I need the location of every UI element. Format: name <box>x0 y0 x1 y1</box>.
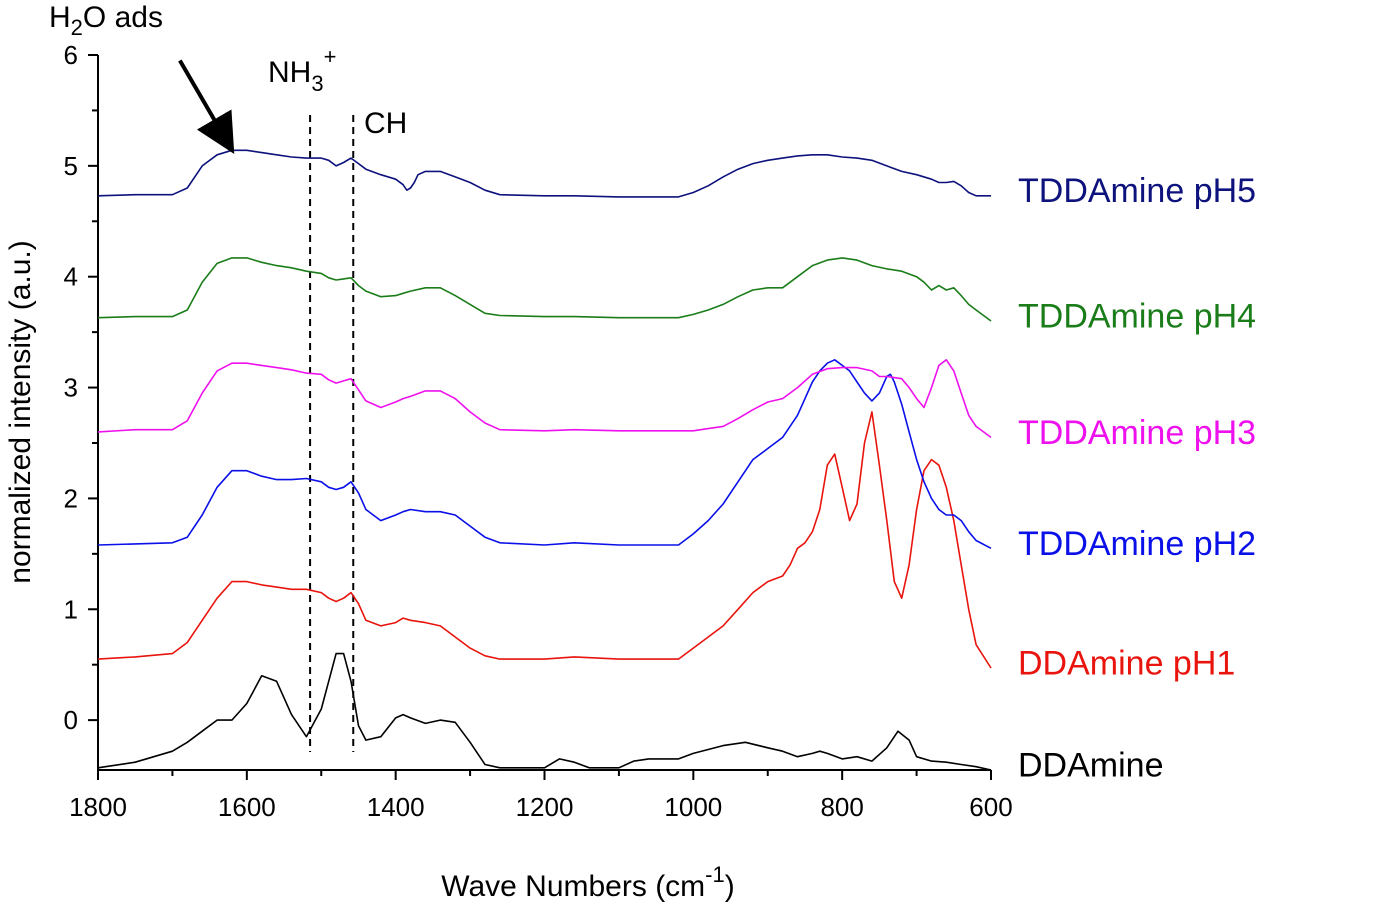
series-line <box>97 149 991 198</box>
series-label: DDAmine pH1 <box>1018 644 1235 682</box>
y-tick-label: 4 <box>64 262 78 292</box>
h2o-annotation: H2O ads <box>49 1 163 40</box>
x-tick-label: 1800 <box>69 792 127 822</box>
y-tick-label: 2 <box>64 483 78 513</box>
x-tick-label: 1200 <box>516 792 574 822</box>
y-ticks: 0 1 2 3 4 5 6 <box>64 40 98 735</box>
series-labels: DDAmine DDAmine pH1 TDDAmine pH2 TDDAmine p… <box>1018 172 1256 784</box>
x-tick-label: 1400 <box>367 792 425 822</box>
series-line <box>97 411 992 669</box>
x-tick-label: 1600 <box>218 792 276 822</box>
series-line <box>97 257 992 322</box>
x-ticks: 1800 1600 1400 1200 1000 800 600 <box>69 770 1013 822</box>
y-tick-label: 1 <box>64 594 78 624</box>
ch-annotation: CH <box>364 107 407 140</box>
y-tick-label: 0 <box>64 705 78 735</box>
h2o-arrow <box>178 59 235 155</box>
y-tick-label: 5 <box>64 151 78 181</box>
nh3-annotation: NH3+ <box>268 44 336 96</box>
series-line <box>97 359 992 550</box>
x-tick-label: 1000 <box>664 792 722 822</box>
series-label: TDDAmine pH4 <box>1018 298 1256 336</box>
series-label: TDDAmine pH3 <box>1018 414 1256 452</box>
series-group <box>97 149 992 771</box>
series-line <box>97 359 992 439</box>
series-label: TDDAmine pH2 <box>1018 525 1256 563</box>
x-tick-label: 600 <box>969 792 1012 822</box>
axes <box>97 55 991 771</box>
x-axis-title: Wave Numbers (cm-1) <box>441 862 734 902</box>
y-axis-title: normalized intensity (a.u.) <box>4 240 37 583</box>
x-tick-label: 800 <box>820 792 863 822</box>
y-tick-label: 3 <box>64 373 78 403</box>
series-label: TDDAmine pH5 <box>1018 172 1256 210</box>
series-line <box>97 652 992 771</box>
y-tick-label: 6 <box>64 40 78 70</box>
series-label: DDAmine <box>1018 746 1163 784</box>
